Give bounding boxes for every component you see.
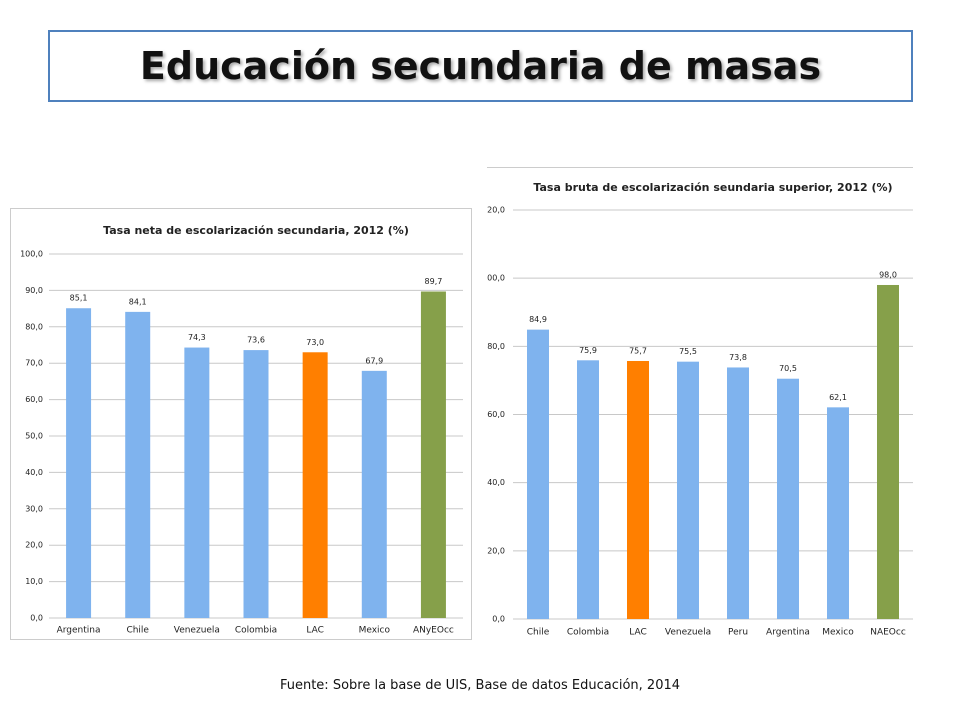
data-label: 67,9 <box>365 356 383 365</box>
chart: Tasa neta de escolarización secundaria, … <box>10 208 472 640</box>
y-tick-label: 70,0 <box>25 359 43 368</box>
data-label: 84,1 <box>129 297 147 306</box>
chart-title: Tasa neta de escolarización secundaria, … <box>103 224 409 237</box>
data-label: 70,5 <box>779 364 797 373</box>
data-label: 74,3 <box>188 333 206 342</box>
bar <box>577 360 599 619</box>
data-label: 75,7 <box>629 346 647 355</box>
chart: Tasa bruta de escolarización seundaria s… <box>487 167 913 644</box>
x-tick-label: NAEOcc <box>870 628 906 638</box>
bar <box>677 361 699 619</box>
x-tick-label: Argentina <box>57 626 101 636</box>
y-tick-label: 30,0 <box>25 504 43 513</box>
x-tick-label: ANyEOcc <box>413 626 454 636</box>
y-tick-label: 60,0 <box>487 410 505 419</box>
y-tick-label: 20,0 <box>487 546 505 555</box>
x-tick-label: Colombia <box>567 628 609 638</box>
x-tick-label: LAC <box>629 628 647 638</box>
bar <box>66 308 92 618</box>
bar <box>361 370 387 618</box>
x-tick-label: Venezuela <box>665 628 711 638</box>
data-label: 75,9 <box>579 346 597 355</box>
y-tick-label: 0,0 <box>30 614 43 623</box>
bar <box>877 284 899 619</box>
x-tick-label: Mexico <box>359 626 391 636</box>
slide-title: Educación secundaria de masas <box>48 30 913 102</box>
bar <box>777 378 799 619</box>
bar <box>243 350 269 618</box>
bar <box>184 347 210 618</box>
x-tick-label: Venezuela <box>174 626 220 636</box>
chart-title: Tasa bruta de escolarización seundaria s… <box>533 181 892 194</box>
data-label: 73,0 <box>306 338 324 347</box>
bar <box>302 352 328 618</box>
data-label: 62,1 <box>829 393 847 402</box>
y-tick-label: 80,0 <box>25 322 43 331</box>
y-tick-label: 40,0 <box>25 468 43 477</box>
y-tick-label: 80,0 <box>487 342 505 351</box>
x-tick-label: Chile <box>527 628 550 638</box>
data-label: 85,1 <box>70 294 88 303</box>
y-tick-label: 50,0 <box>25 432 43 441</box>
x-tick-label: Chile <box>126 626 149 636</box>
bar <box>627 360 649 619</box>
data-label: 73,6 <box>247 336 265 345</box>
bar <box>125 311 151 618</box>
data-label: 89,7 <box>425 277 443 286</box>
y-tick-label: 100,0 <box>20 250 43 259</box>
y-tick-label: 0,0 <box>492 615 505 624</box>
y-tick-label: 120,0 <box>487 206 505 215</box>
x-tick-label: Colombia <box>235 626 277 636</box>
y-tick-label: 20,0 <box>25 541 43 550</box>
x-tick-label: Argentina <box>766 628 810 638</box>
data-label: 98,0 <box>879 270 897 279</box>
x-tick-label: LAC <box>306 626 324 636</box>
data-label: 73,8 <box>729 353 747 362</box>
bar <box>727 367 749 619</box>
y-tick-label: 40,0 <box>487 478 505 487</box>
data-label: 84,9 <box>529 315 547 324</box>
x-tick-label: Mexico <box>822 628 854 638</box>
y-tick-label: 100,0 <box>487 274 505 283</box>
data-label: 75,5 <box>679 347 697 356</box>
bar <box>527 329 549 619</box>
source-note: Fuente: Sobre la base de UIS, Base de da… <box>279 678 681 693</box>
x-tick-label: Peru <box>728 628 748 638</box>
y-tick-label: 90,0 <box>25 286 43 295</box>
bar <box>827 407 849 619</box>
bar <box>420 291 446 618</box>
y-tick-label: 60,0 <box>25 395 43 404</box>
y-tick-label: 10,0 <box>25 577 43 586</box>
